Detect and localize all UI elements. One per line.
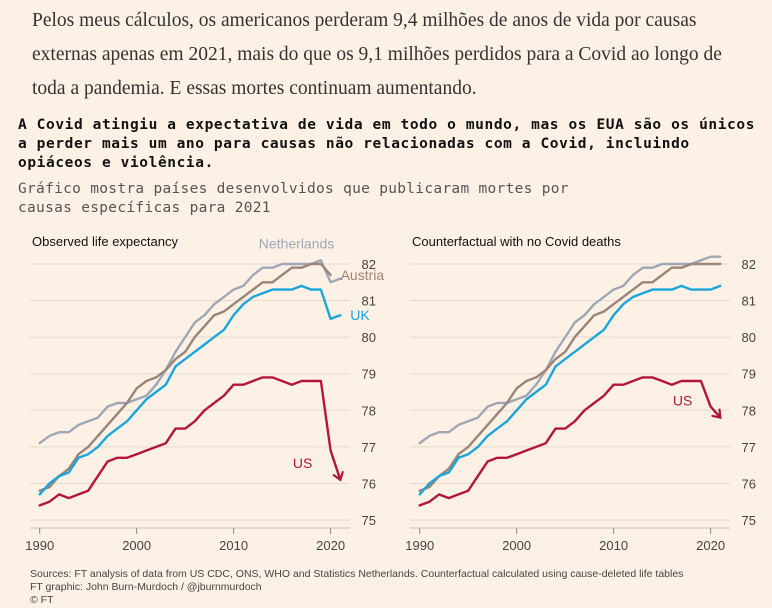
chart-subtitle: Gráfico mostra países desenvolvidos que … bbox=[18, 181, 569, 216]
footer: Sources: FT analysis of data from US CDC… bbox=[30, 568, 770, 607]
series-label-us: US bbox=[293, 455, 312, 471]
x-tick-label: 2000 bbox=[502, 538, 531, 553]
observed-life-expectancy-chart: Observed life expectancy 75 76 77 78 79 80 81 82… bbox=[25, 234, 384, 553]
series-arrow-us bbox=[332, 471, 344, 482]
y-tick-label: 75 bbox=[362, 513, 376, 528]
y-tick-label: 79 bbox=[362, 367, 376, 382]
x-tick-label: 2020 bbox=[316, 538, 345, 553]
series-line-us bbox=[418, 376, 722, 507]
footer-graphic-credit: FT graphic: John Burn-Murdoch / @jburnmu… bbox=[30, 581, 262, 593]
y-tick-label: 82 bbox=[742, 257, 756, 272]
x-tick-label: 2020 bbox=[696, 538, 725, 553]
panel-title: Observed life expectancy bbox=[32, 234, 178, 249]
footer-copyright: © FT bbox=[30, 594, 54, 606]
y-tick-label: 82 bbox=[362, 257, 376, 272]
counterfactual-chart: Counterfactual with no Covid deaths 75 76 7… bbox=[405, 234, 756, 553]
series-line-uk bbox=[418, 284, 722, 496]
series-label-us: US bbox=[673, 393, 692, 409]
chart-title: A Covid atingiu a expectativa de vida em… bbox=[18, 117, 756, 171]
series-line-uk bbox=[38, 284, 342, 496]
series-line-us bbox=[38, 376, 342, 507]
x-tick-label: 2010 bbox=[219, 538, 248, 553]
series-arrow-us bbox=[711, 408, 722, 419]
y-tick-label: 81 bbox=[742, 294, 756, 309]
y-tick-label: 75 bbox=[742, 513, 756, 528]
observed-life-expectancy-panel: Observed life expectancy 75 76 77 78 79 80 81 82… bbox=[25, 228, 384, 558]
intro-paragraph: Pelos meus cálculos, os americanos perde… bbox=[32, 10, 722, 99]
y-tick-label: 77 bbox=[742, 440, 756, 455]
x-tick-label: 2010 bbox=[599, 538, 628, 553]
x-tick-label: 2000 bbox=[122, 538, 151, 553]
y-tick-label: 76 bbox=[362, 476, 376, 491]
y-tick-label: 77 bbox=[362, 440, 376, 455]
x-tick-label: 1990 bbox=[25, 538, 54, 553]
y-tick-label: 78 bbox=[362, 403, 376, 418]
series-line-austria bbox=[38, 262, 332, 492]
series-label-austria: Austria bbox=[341, 267, 385, 283]
series-label-uk: UK bbox=[350, 307, 370, 323]
y-tick-label: 80 bbox=[362, 330, 376, 345]
panel-title: Counterfactual with no Covid deaths bbox=[412, 234, 621, 249]
series-label-netherlands: Netherlands bbox=[259, 235, 335, 251]
series-line-austria bbox=[418, 262, 722, 492]
y-tick-label: 80 bbox=[742, 330, 756, 345]
series-line-netherlands bbox=[38, 259, 342, 445]
y-tick-label: 79 bbox=[742, 367, 756, 382]
footer-sources: Sources: FT analysis of data from US CDC… bbox=[30, 568, 684, 580]
series-line-netherlands bbox=[418, 255, 722, 445]
y-tick-label: 76 bbox=[742, 476, 756, 491]
y-tick-label: 78 bbox=[742, 403, 756, 418]
y-tick-label: 81 bbox=[362, 294, 376, 309]
x-tick-label: 1990 bbox=[405, 538, 434, 553]
counterfactual-panel: Counterfactual with no Covid deaths 75 76 7… bbox=[405, 228, 760, 558]
